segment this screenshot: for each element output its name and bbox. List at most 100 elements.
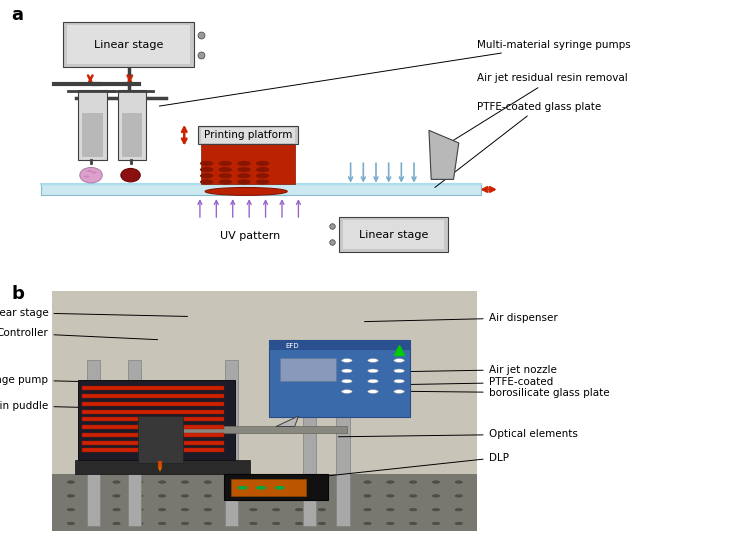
Circle shape: [200, 167, 213, 172]
Bar: [82, 448, 224, 452]
Text: Linear stage: Linear stage: [359, 230, 428, 240]
Text: Multi-material syringe pumps: Multi-material syringe pumps: [160, 40, 631, 106]
Circle shape: [256, 161, 269, 166]
Circle shape: [272, 522, 280, 525]
Circle shape: [113, 508, 120, 511]
Polygon shape: [276, 416, 298, 426]
Circle shape: [219, 167, 232, 172]
Text: Air dispenser: Air dispenser: [365, 313, 557, 323]
Circle shape: [158, 522, 166, 525]
Circle shape: [256, 179, 269, 184]
Circle shape: [394, 390, 404, 393]
Circle shape: [368, 358, 378, 362]
Text: Air jet nozzle: Air jet nozzle: [380, 364, 557, 375]
Text: DLP: DLP: [309, 453, 509, 478]
Text: b: b: [11, 286, 24, 303]
Circle shape: [341, 495, 348, 497]
Text: Resin puddle: Resin puddle: [0, 401, 172, 411]
Circle shape: [204, 481, 212, 483]
Circle shape: [364, 508, 372, 511]
Circle shape: [181, 495, 189, 497]
Circle shape: [455, 508, 463, 511]
Bar: [78, 380, 235, 460]
Bar: [138, 416, 183, 462]
Circle shape: [341, 522, 348, 525]
Bar: [52, 291, 477, 531]
Circle shape: [256, 167, 269, 172]
Bar: [145, 426, 347, 433]
Circle shape: [90, 481, 98, 483]
Circle shape: [342, 390, 352, 393]
Circle shape: [295, 481, 303, 483]
Bar: [303, 361, 316, 526]
Circle shape: [275, 486, 285, 489]
Circle shape: [113, 522, 120, 525]
Circle shape: [90, 508, 98, 511]
Bar: [82, 402, 224, 406]
Bar: [82, 394, 224, 398]
Circle shape: [227, 495, 234, 497]
Circle shape: [237, 173, 251, 178]
Circle shape: [219, 173, 232, 178]
Ellipse shape: [80, 168, 102, 183]
Circle shape: [219, 179, 232, 184]
Circle shape: [394, 358, 404, 362]
Circle shape: [318, 495, 325, 497]
Bar: [128, 361, 141, 526]
Circle shape: [237, 161, 251, 166]
Circle shape: [136, 481, 143, 483]
Text: Air jet residual resin removal: Air jet residual resin removal: [442, 73, 628, 147]
Bar: [82, 113, 103, 157]
Text: UV pattern: UV pattern: [220, 231, 280, 241]
Text: Printing platform: Printing platform: [204, 130, 292, 140]
Circle shape: [91, 171, 97, 174]
Bar: [75, 460, 250, 474]
Text: Linear stage: Linear stage: [0, 308, 187, 317]
Ellipse shape: [121, 169, 140, 182]
Circle shape: [67, 522, 75, 525]
Circle shape: [158, 495, 166, 497]
Circle shape: [368, 390, 378, 393]
Text: EFD: EFD: [285, 343, 298, 349]
Bar: [225, 361, 238, 526]
Circle shape: [318, 522, 325, 525]
Circle shape: [410, 495, 417, 497]
Circle shape: [341, 508, 348, 511]
Circle shape: [272, 508, 280, 511]
Text: a: a: [11, 5, 23, 24]
Circle shape: [181, 508, 189, 511]
FancyBboxPatch shape: [63, 23, 194, 67]
Circle shape: [295, 495, 303, 497]
Bar: [231, 480, 306, 496]
Circle shape: [181, 522, 189, 525]
Circle shape: [386, 522, 394, 525]
Circle shape: [204, 522, 212, 525]
FancyBboxPatch shape: [198, 126, 298, 144]
Circle shape: [394, 369, 404, 372]
Circle shape: [295, 522, 303, 525]
Circle shape: [90, 495, 98, 497]
Circle shape: [272, 495, 280, 497]
Bar: [82, 410, 224, 413]
Circle shape: [394, 379, 404, 383]
Bar: [82, 386, 224, 390]
Bar: [82, 441, 224, 445]
Circle shape: [432, 508, 439, 511]
Circle shape: [368, 379, 378, 383]
Circle shape: [272, 481, 280, 483]
Bar: [82, 425, 224, 429]
Bar: [82, 417, 224, 421]
Circle shape: [364, 481, 372, 483]
Circle shape: [237, 167, 251, 172]
Circle shape: [410, 508, 417, 511]
Circle shape: [67, 481, 75, 483]
Circle shape: [237, 179, 251, 184]
Bar: [269, 340, 410, 350]
Circle shape: [455, 495, 463, 497]
Circle shape: [455, 522, 463, 525]
Circle shape: [341, 481, 348, 483]
Bar: [201, 144, 295, 184]
Bar: [122, 113, 142, 157]
Circle shape: [204, 495, 212, 497]
Circle shape: [432, 481, 439, 483]
